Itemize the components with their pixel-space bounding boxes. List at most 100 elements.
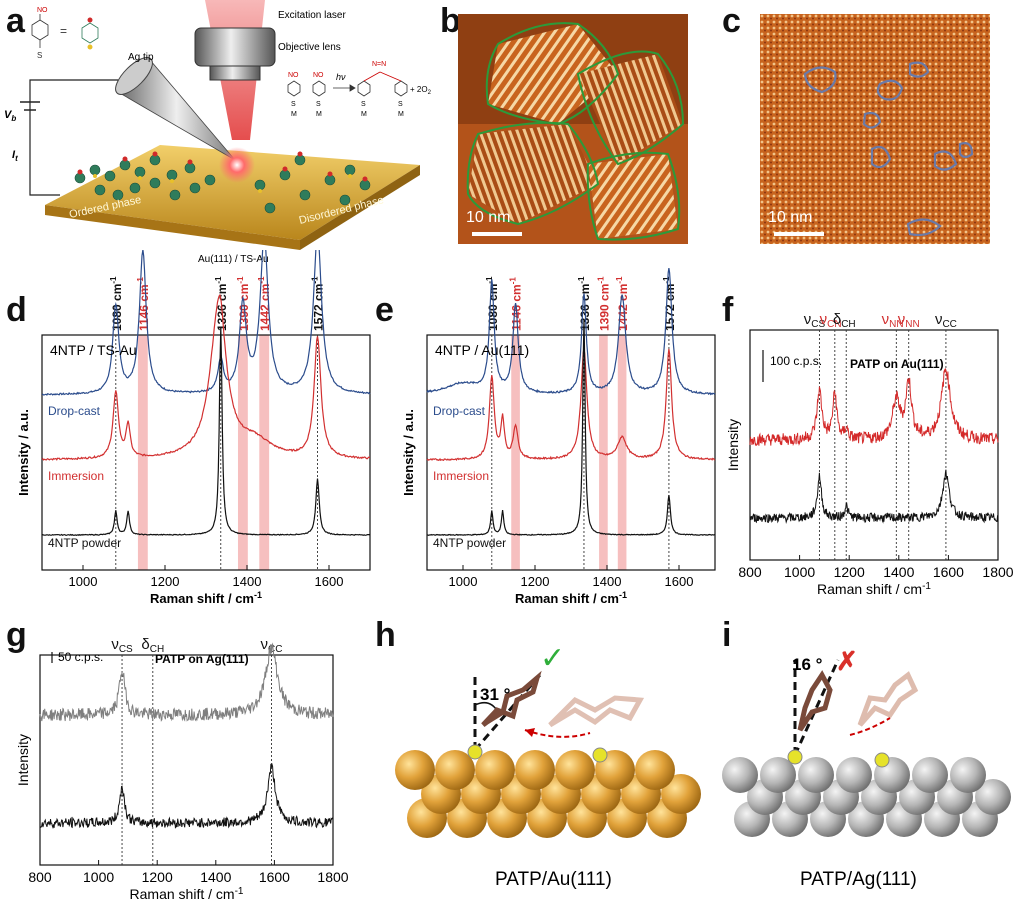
panel-a-schematic: NO S = NO NO N=N S M S M S M S M hν + 2O… bbox=[4, 0, 432, 265]
chart-title: 4NTP / TS-Au bbox=[50, 342, 137, 358]
chem-m-4: M bbox=[398, 111, 404, 118]
x-tick-label: 1400 bbox=[593, 574, 622, 589]
chart-title: PATP on Au(111) bbox=[850, 357, 944, 371]
plot-frame bbox=[426, 334, 716, 571]
peak-label: 1080 cm-1 bbox=[485, 276, 500, 331]
x-tick-label: 1800 bbox=[317, 869, 348, 885]
scale-label: 50 c.p.s. bbox=[58, 650, 103, 664]
plot-frame bbox=[41, 334, 371, 571]
x-axis-label: Raman shift / cm-1 bbox=[817, 581, 931, 597]
x-tick-label: 800 bbox=[28, 869, 52, 885]
atom bbox=[661, 774, 701, 814]
plot-frame bbox=[39, 654, 334, 866]
x-tick-label: 1200 bbox=[521, 574, 550, 589]
y-axis-label: Intensity / a.u. bbox=[401, 409, 416, 496]
highlight-band bbox=[511, 335, 520, 570]
highlight-band bbox=[237, 335, 248, 570]
highlight-band bbox=[617, 335, 627, 570]
substrate-label: Au(111) / TS-Au bbox=[198, 254, 269, 265]
panel-i-model: 16 ° ✗ PATP/Ag(111) bbox=[722, 646, 1011, 890]
y-axis-label: Intensity bbox=[15, 734, 31, 786]
panel-label-i: i bbox=[722, 616, 732, 654]
trace-label: Drop-cast bbox=[48, 404, 101, 418]
panel-h-model: 31 ° ✓ PATP/Au(111) bbox=[395, 642, 701, 890]
chem-nn: N=N bbox=[372, 61, 386, 68]
x-tick-label: 1200 bbox=[834, 564, 865, 580]
x-tick-label: 1000 bbox=[83, 869, 114, 885]
scale-label-c: 10 nm bbox=[768, 209, 812, 226]
spectrum-trace bbox=[41, 293, 371, 461]
trace-label: Immersion bbox=[433, 469, 489, 483]
laser-label: Excitation laser bbox=[278, 10, 346, 21]
chem-s-label: S bbox=[37, 51, 42, 60]
mode-label: δCH bbox=[833, 311, 856, 330]
x-tick-label: 800 bbox=[738, 564, 762, 580]
spectrum-trace bbox=[41, 327, 371, 537]
molecules bbox=[74, 151, 371, 214]
mode-label: νNN bbox=[898, 311, 920, 330]
x-tick-label: 1400 bbox=[233, 574, 262, 589]
spectrum-trace bbox=[426, 348, 716, 462]
atom bbox=[760, 757, 796, 793]
chem-o2: + 2O2 bbox=[410, 85, 432, 96]
panel-c-stm-image: 10 nm bbox=[760, 14, 990, 244]
panel-label-f: f bbox=[722, 291, 734, 329]
chart-title: PATP on Ag(111) bbox=[155, 652, 249, 666]
silver-atoms bbox=[722, 757, 1011, 837]
scale-bar-b bbox=[472, 232, 522, 236]
peak-label: 1572 cm-1 bbox=[662, 276, 677, 331]
atom bbox=[722, 757, 758, 793]
circuit-wire bbox=[29, 79, 118, 196]
atom bbox=[912, 757, 948, 793]
x-tick-label: 1000 bbox=[784, 564, 815, 580]
chem-s-3: S bbox=[361, 101, 366, 108]
highlight-band bbox=[599, 335, 608, 570]
atom bbox=[635, 750, 675, 790]
atom bbox=[975, 779, 1011, 815]
spectrum-trace bbox=[39, 642, 334, 722]
chem-no2-2: NO bbox=[313, 72, 324, 79]
tip-label: Ag tip bbox=[128, 52, 154, 63]
x-tick-label: 1600 bbox=[933, 564, 964, 580]
chem-s-2: S bbox=[316, 101, 321, 108]
y-axis-label: Intensity / a.u. bbox=[16, 409, 31, 496]
x-axis-label: Raman shift / cm-1 bbox=[515, 590, 627, 606]
atom bbox=[395, 750, 435, 790]
panel-label-c: c bbox=[722, 2, 741, 40]
patp-molecule-ag bbox=[787, 659, 919, 768]
caption-h: PATP/Au(111) bbox=[495, 869, 612, 890]
chem-m-1: M bbox=[291, 111, 297, 118]
chem-eq: = bbox=[60, 24, 67, 38]
caption-i: PATP/Ag(111) bbox=[800, 869, 917, 890]
panel-label-a: a bbox=[6, 2, 25, 40]
chart-title: 4NTP / Au(111) bbox=[435, 342, 529, 358]
x-axis-label: Raman shift / cm-1 bbox=[150, 590, 262, 606]
chem-no2-1: NO bbox=[288, 72, 299, 79]
y-axis-label: Intensity bbox=[725, 419, 741, 471]
atom bbox=[555, 750, 595, 790]
x-axis-label: Raman shift / cm-1 bbox=[130, 886, 244, 902]
chem-m-3: M bbox=[361, 111, 367, 118]
atom bbox=[836, 757, 872, 793]
spectrum-trace bbox=[426, 268, 716, 396]
objective-lens bbox=[194, 27, 276, 67]
laser-spot bbox=[219, 147, 255, 183]
angle-label-i: 16 ° bbox=[792, 655, 823, 674]
chem-s-1: S bbox=[291, 101, 296, 108]
x-tick-label: 1400 bbox=[883, 564, 914, 580]
mode-label: νCS bbox=[111, 636, 133, 655]
vb-label: Vb bbox=[4, 109, 16, 123]
chem-hv: hν bbox=[336, 72, 346, 82]
highlight-band bbox=[259, 335, 270, 570]
atom bbox=[950, 757, 986, 793]
panel-label-g: g bbox=[6, 616, 27, 654]
objective-label: Objective lens bbox=[278, 42, 341, 53]
plot-frame bbox=[749, 329, 999, 561]
trace-label: Drop-cast bbox=[433, 404, 486, 418]
gold-atoms bbox=[395, 750, 701, 838]
angle-label-h: 31 ° bbox=[480, 685, 511, 704]
atom bbox=[475, 750, 515, 790]
x-tick-label: 1600 bbox=[665, 574, 694, 589]
